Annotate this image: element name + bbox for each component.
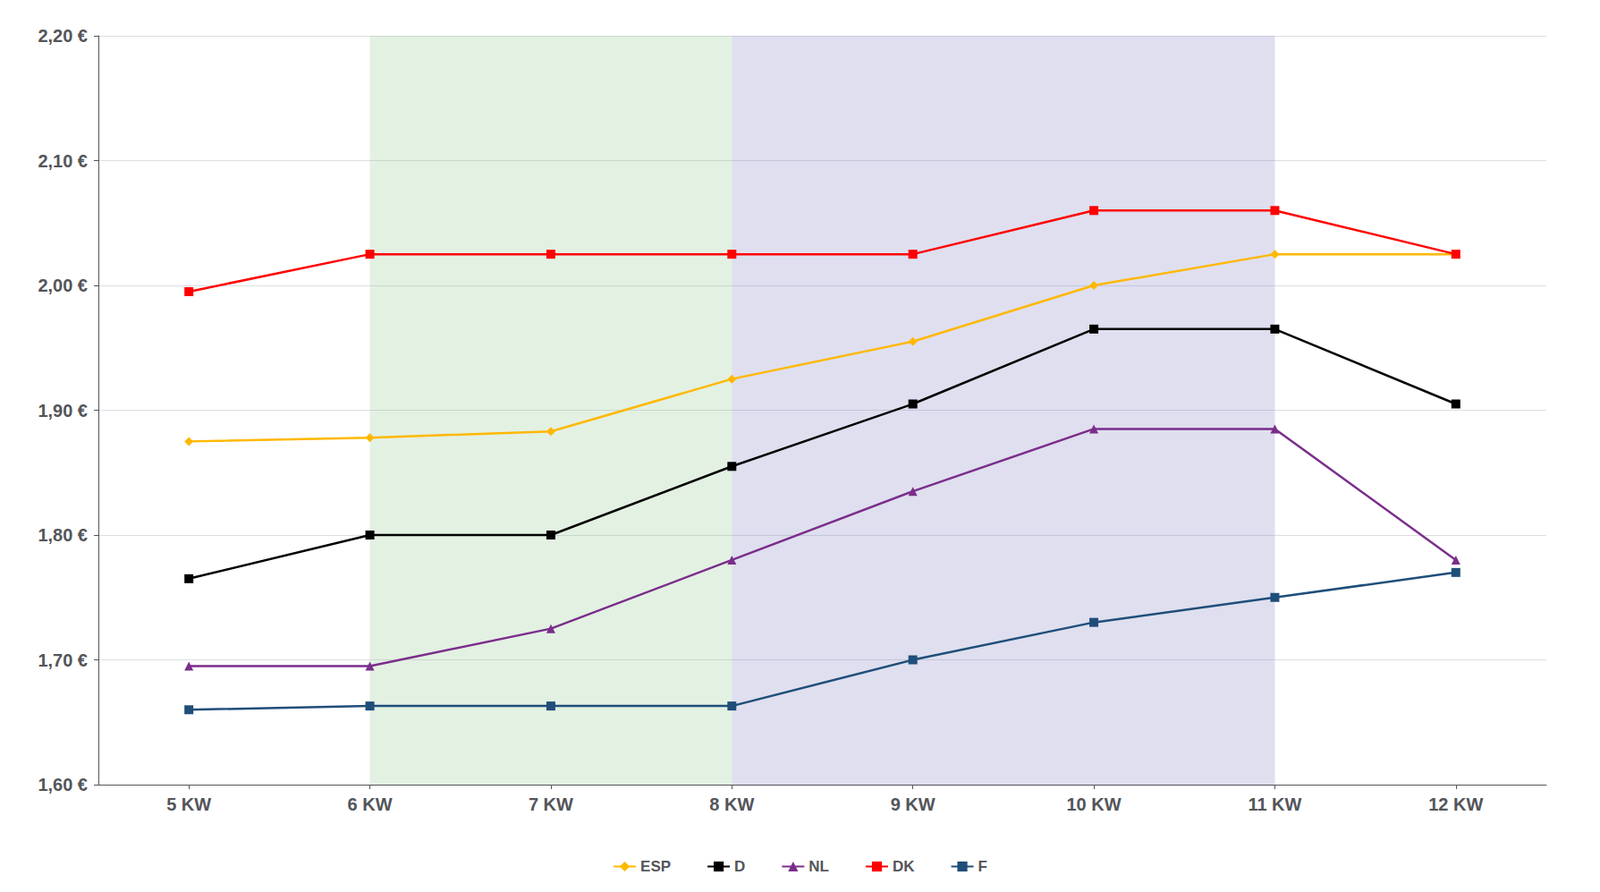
svg-text:12 KW: 12 KW [1428,794,1483,814]
svg-text:1,60 €: 1,60 € [37,774,88,795]
svg-text:11 KW: 11 KW [1247,794,1302,814]
svg-text:DK: DK [892,857,915,875]
svg-text:8 KW: 8 KW [709,794,754,814]
svg-text:2,20 €: 2,20 € [37,25,88,46]
svg-text:2,10 €: 2,10 € [37,151,88,171]
svg-text:1,80 €: 1,80 € [37,524,88,545]
svg-text:F: F [978,857,988,875]
svg-text:1,70 €: 1,70 € [37,650,88,670]
svg-text:5 KW: 5 KW [166,794,212,814]
svg-text:1,90 €: 1,90 € [37,400,88,421]
svg-text:6 KW: 6 KW [347,794,393,814]
svg-text:NL: NL [808,857,830,875]
svg-text:D: D [734,857,745,875]
svg-text:7 KW: 7 KW [528,794,574,814]
svg-text:ESP: ESP [640,857,671,875]
svg-text:9 KW: 9 KW [890,794,936,814]
svg-text:10 KW: 10 KW [1066,794,1122,814]
svg-text:2,00 €: 2,00 € [37,275,88,296]
